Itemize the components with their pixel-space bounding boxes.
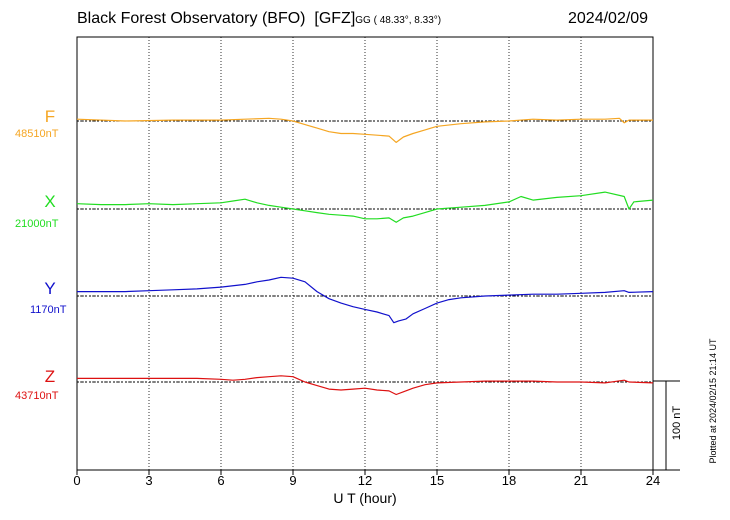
series-name-x: X: [44, 192, 56, 211]
x-tick-label: 18: [501, 473, 517, 488]
series-line-x: [76, 191, 654, 223]
series-line-y: [77, 276, 654, 324]
x-tick-label: 3: [145, 473, 153, 488]
chart-title: Black Forest Observatory (BFO) [GFZ]GG (…: [77, 10, 441, 28]
x-tick-label: 21: [573, 473, 589, 488]
series-line-f: [76, 117, 653, 143]
series-name-y: Y: [44, 279, 56, 298]
institute-label: [GFZ]: [314, 10, 356, 27]
series-lines: [76, 117, 654, 396]
x-tick-label: 24: [645, 473, 661, 488]
observatory-name: Black Forest Observatory (BFO): [77, 10, 306, 27]
x-tick-label: 9: [289, 473, 297, 488]
x-tick-label: 6: [217, 473, 225, 488]
series-baseline-x: 21000nT: [15, 218, 59, 230]
chart-date: 2024/02/09: [568, 10, 649, 27]
series-baseline-z: 43710nT: [15, 390, 59, 402]
coords-label: GG ( 48.33°, 8.33°): [355, 15, 442, 26]
series-name-f: F: [44, 107, 56, 126]
series-line-z: [77, 375, 654, 396]
scale-bar-label: 100 nT: [671, 405, 683, 441]
x-axis-label: U T (hour): [333, 490, 397, 506]
x-tick-label: 12: [357, 473, 373, 488]
series-baseline-y: 1170nT: [30, 304, 67, 316]
series-name-z: Z: [44, 367, 56, 386]
plotted-note: Plotted at 2024/02/15 21:14 UT: [708, 338, 718, 464]
scale-bar: [653, 380, 680, 471]
grid-lines: [77, 36, 653, 471]
x-ticks: [76, 470, 654, 475]
x-tick-label: 15: [429, 473, 445, 488]
series-baseline-f: 48510nT: [15, 128, 59, 140]
x-tick-label: 0: [73, 473, 81, 488]
